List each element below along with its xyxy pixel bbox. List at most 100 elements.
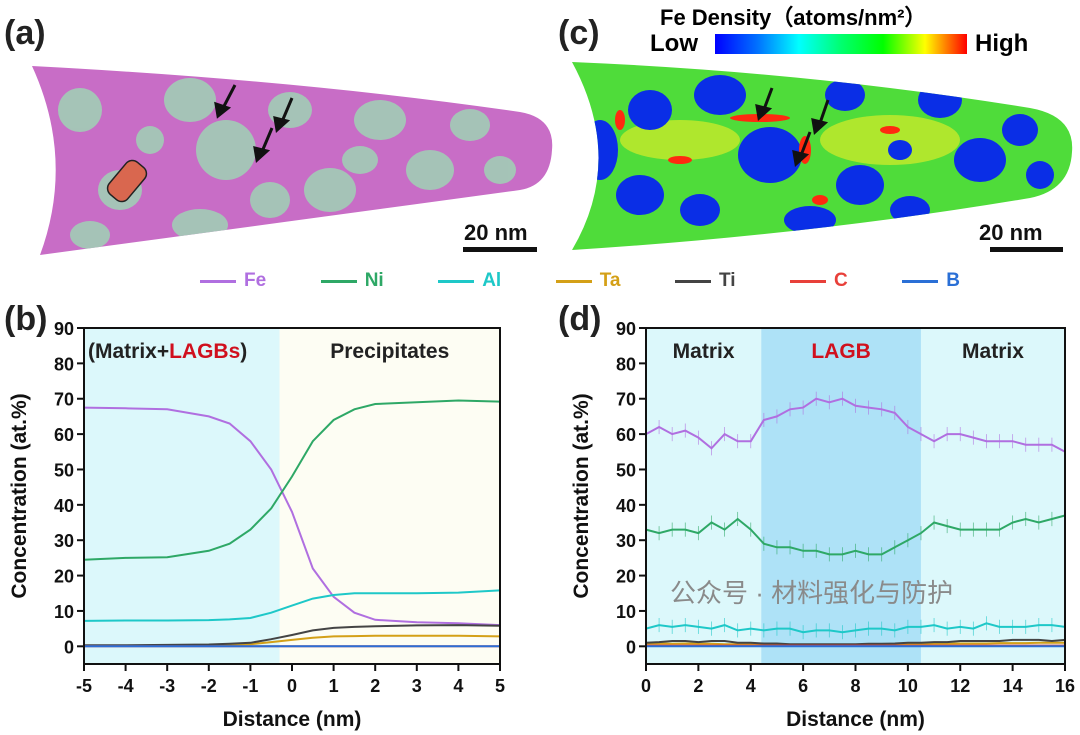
y-tick-label: 20 — [616, 567, 636, 587]
scale-bar-label-c: 20 nm — [979, 220, 1043, 245]
x-tick-label: 3 — [412, 676, 422, 696]
legend-label: Al — [482, 270, 502, 291]
panel-label-b: (b) — [4, 300, 48, 338]
chart-d: Matrix LAGB Matrix 0 2 4 6 8 10 12 14 16 0 10 20 30 40 50… — [570, 319, 1075, 731]
region-label: (Matrix+LAGBs) — [88, 340, 247, 363]
panel-label-d: (d) — [558, 300, 602, 338]
x-tick-label: 10 — [898, 676, 918, 696]
colorbar-high-label: High — [975, 30, 1029, 57]
panel-label-c: (c) — [558, 14, 600, 52]
legend-item-ni: Ni — [320, 270, 384, 292]
x-tick-label: -5 — [76, 676, 92, 696]
x-axis-label: Distance (nm) — [223, 708, 362, 731]
y-axis-label: Concentration (at.%) — [8, 393, 31, 598]
y-tick-label: 30 — [54, 531, 74, 551]
region-band — [646, 328, 762, 664]
legend-item-b: B — [902, 270, 960, 292]
legend-swatch — [674, 279, 711, 283]
legend-label: Ti — [718, 270, 736, 291]
x-tick-label: 16 — [1055, 676, 1075, 696]
chart-b: (Matrix+LAGBs) Precipitates -5 -4 -3 -2 -1 0 1 2 3… — [8, 319, 505, 731]
arrow-icons — [214, 84, 294, 163]
y-tick-label: 70 — [54, 390, 74, 410]
y-tick-label: 0 — [626, 637, 636, 657]
region-band — [761, 328, 921, 664]
arrow-icons-c — [755, 87, 830, 167]
series-line-al — [645, 622, 1066, 634]
x-tick-label: -4 — [118, 676, 134, 696]
legend-item-ti: Ti — [674, 270, 736, 292]
x-tick-label: -2 — [201, 676, 217, 696]
x-tick-label: -1 — [242, 676, 258, 696]
legend-label: B — [946, 270, 960, 291]
x-tick-label: 12 — [950, 676, 970, 696]
region-label: LAGB — [811, 340, 871, 363]
legend-label: C — [834, 270, 848, 291]
x-tick-label: 2 — [693, 676, 703, 696]
series-line-al — [83, 589, 501, 622]
y-tick-label: 40 — [616, 496, 636, 516]
y-tick-label: 10 — [616, 602, 636, 622]
legend-item-al: Al — [438, 270, 501, 292]
series-line-fe — [645, 397, 1066, 453]
colorbar-title: Fe Density（atoms/nm²） — [660, 5, 927, 30]
y-tick-label: 90 — [54, 319, 74, 339]
series-line-ti — [84, 624, 501, 647]
region-label: Precipitates — [330, 340, 449, 363]
legend-swatch — [555, 279, 592, 283]
legend-label: Fe — [244, 270, 267, 291]
legend: Fe Ni Al Ta Ti C B — [200, 270, 960, 292]
x-tick-label: 5 — [495, 676, 505, 696]
apt-reconstruction-image — [32, 66, 553, 255]
legend-swatch — [790, 279, 826, 283]
legend-swatch — [438, 279, 475, 283]
x-tick-label: 6 — [798, 676, 808, 696]
legend-swatch — [902, 279, 939, 283]
colorbar-low-label: Low — [650, 30, 698, 57]
region-band — [279, 328, 500, 664]
fe-density-map — [572, 62, 1073, 252]
y-tick-label: 10 — [54, 602, 74, 622]
cylinder-roi-icon — [106, 159, 148, 203]
region-band — [84, 328, 280, 664]
legend-item-ta: Ta — [555, 270, 621, 292]
x-tick-label: 2 — [370, 676, 380, 696]
y-tick-label: 80 — [54, 354, 74, 374]
y-tick-label: 60 — [616, 425, 636, 445]
series-line-ni — [83, 399, 501, 561]
x-tick-label: 4 — [746, 676, 756, 696]
series-line-ti — [645, 638, 1066, 646]
y-tick-label: 20 — [54, 567, 74, 587]
x-tick-label: 8 — [850, 676, 860, 696]
y-tick-label: 60 — [54, 425, 74, 445]
legend-label: Ni — [364, 270, 384, 291]
region-label: Matrix — [673, 340, 735, 363]
legend-swatch — [320, 279, 357, 283]
colorbar-gradient — [715, 34, 967, 54]
legend-label: Ta — [599, 270, 621, 291]
y-tick-label: 30 — [616, 531, 636, 551]
panel-label-a: (a) — [4, 14, 46, 52]
y-tick-label: 0 — [64, 637, 74, 657]
x-tick-label: 0 — [641, 676, 651, 696]
scale-bar-label-a: 20 nm — [464, 220, 528, 245]
y-tick-label: 40 — [54, 496, 74, 516]
legend-item-fe: Fe — [200, 270, 266, 292]
series-line-ni — [645, 514, 1066, 556]
scale-bar-c — [990, 247, 1063, 252]
y-tick-label: 50 — [54, 460, 74, 480]
x-tick-label: 14 — [1003, 676, 1023, 696]
legend-item-c: C — [790, 270, 848, 292]
scale-bar-a — [463, 247, 537, 252]
x-tick-label: 0 — [287, 676, 297, 696]
watermark: 公众号 · 材料强化与防护 — [670, 578, 954, 608]
y-tick-label: 50 — [616, 460, 636, 480]
y-tick-label: 80 — [616, 354, 636, 374]
y-tick-label: 70 — [616, 390, 636, 410]
y-tick-label: 90 — [616, 319, 636, 339]
region-band — [920, 328, 1065, 664]
x-tick-label: -3 — [159, 676, 175, 696]
series-line-fe — [83, 406, 501, 627]
legend-swatch — [200, 279, 236, 283]
